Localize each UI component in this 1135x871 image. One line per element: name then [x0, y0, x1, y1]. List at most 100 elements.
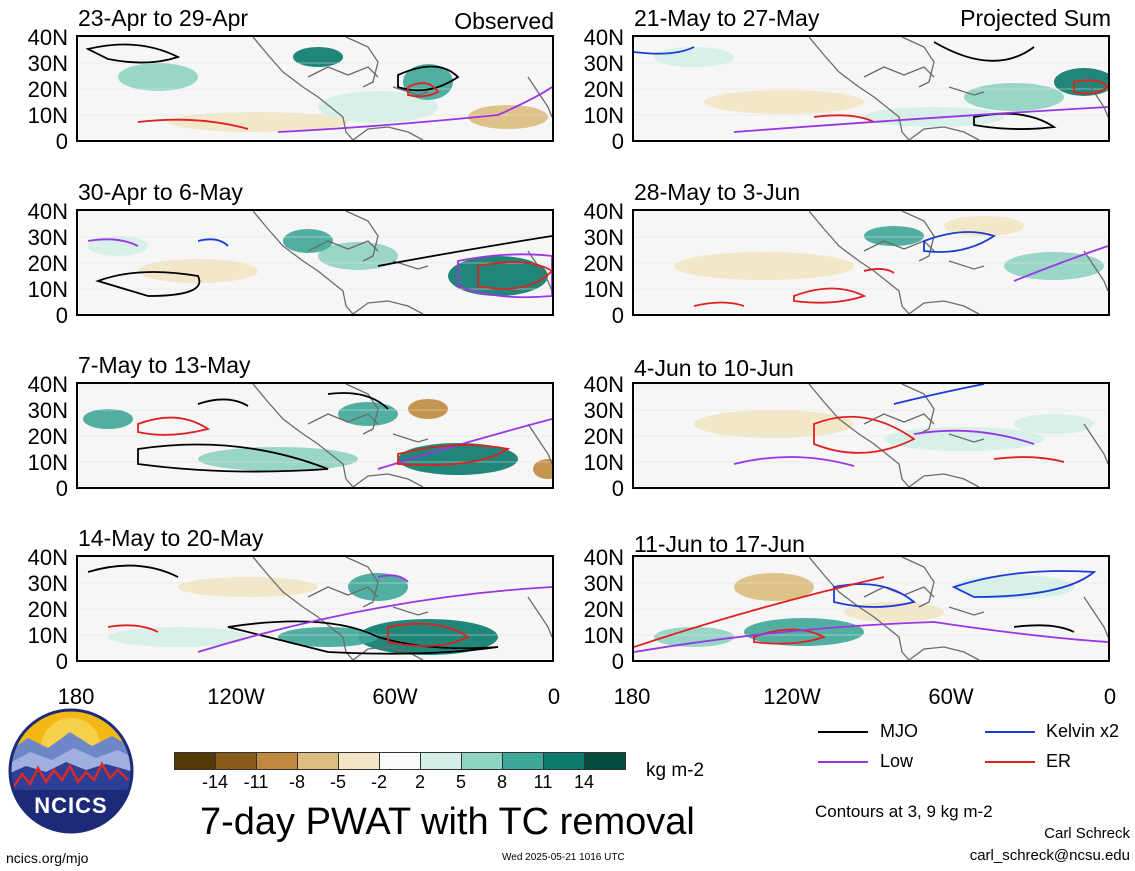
contour-line	[993, 456, 1065, 463]
contour-line	[753, 628, 827, 645]
map-panel-p7	[76, 555, 554, 662]
pwat-anomaly-shading	[168, 112, 348, 132]
pwat-anomaly-shading	[293, 47, 343, 67]
colorbar-label: 14	[573, 772, 595, 792]
contour-line	[397, 65, 460, 92]
footer-timestamp: Wed 2025-05-21 1016 UTC	[502, 852, 625, 863]
contour-line	[137, 118, 249, 130]
contour-line	[733, 456, 855, 467]
pwat-anomaly-shading	[744, 618, 864, 646]
contour-line	[327, 392, 389, 410]
contour-line	[923, 231, 997, 253]
y-label-row1-left-3: 10N	[27, 103, 68, 128]
y-label-row4-right-0: 40N	[583, 545, 624, 570]
panel-tag-projected: Projected Sum	[960, 5, 1111, 31]
pwat-anomaly-shading	[83, 409, 133, 429]
map-graphic	[634, 211, 1108, 314]
coastline	[901, 211, 935, 262]
x-label-180-right: 180	[613, 684, 651, 709]
colorbar-swatch	[420, 752, 462, 770]
y-label-row2-right-3: 10N	[583, 277, 624, 302]
pwat-anomaly-shading	[654, 47, 734, 67]
coastline	[527, 250, 552, 292]
panel-tag-observed: Observed	[454, 8, 554, 34]
pwat-anomaly-shading	[734, 573, 814, 601]
contour-line	[933, 41, 1035, 62]
pwat-anomaly-shading	[468, 105, 548, 129]
colorbar-label: -8	[288, 772, 305, 792]
y-label-row4-left-1: 30N	[27, 571, 68, 596]
y-label-row3-right-4: 0	[611, 476, 624, 501]
contour-line	[1013, 245, 1108, 282]
y-label-row3-right-0: 40N	[583, 372, 624, 397]
colorbar-swatch	[256, 752, 298, 770]
map-graphic	[78, 384, 552, 487]
map-graphic	[78, 211, 552, 314]
coastline	[908, 473, 980, 487]
panel-title-p1: 23-Apr to 29-Apr	[78, 5, 249, 31]
coastline	[901, 557, 935, 608]
pwat-anomaly-shading	[694, 410, 854, 438]
y-label-row4-right-4: 0	[611, 649, 624, 674]
coastline	[948, 260, 985, 270]
pwat-anomaly-shading	[198, 447, 358, 471]
pwat-anomaly-shading	[944, 216, 1024, 236]
colorbar-swatch	[379, 752, 421, 770]
pwat-anomaly-shading	[88, 236, 148, 256]
coastline	[345, 211, 379, 262]
map-graphic	[634, 557, 1108, 660]
coastline	[527, 596, 552, 638]
pwat-anomaly-shading	[108, 627, 248, 647]
y-label-row1-right-4: 0	[611, 129, 624, 154]
contour-line	[1013, 624, 1075, 633]
y-label-row4-right-2: 20N	[583, 597, 624, 622]
map-graphic	[78, 37, 552, 140]
contour-line	[863, 268, 895, 274]
footer-author: Carl Schreck	[1044, 825, 1130, 842]
y-label-row4-right-3: 10N	[583, 623, 624, 648]
pwat-anomaly-shading	[358, 619, 498, 655]
pwat-anomaly-shading	[533, 459, 552, 479]
coastline	[345, 557, 379, 608]
colorbar-label: 11	[533, 772, 553, 792]
y-label-row3-right-3: 10N	[583, 450, 624, 475]
map-panel-p1	[76, 35, 554, 142]
pwat-anomaly-shading	[704, 90, 864, 114]
x-label-0-right: 0	[1103, 684, 1117, 709]
coastline	[808, 557, 910, 660]
coastline	[863, 413, 935, 425]
panel-title-p2: 21-May to 27-May	[634, 5, 820, 31]
contour-line	[107, 624, 159, 633]
main-title: 7-day PWAT with TC removal	[200, 801, 695, 843]
panel-title-p7: 14-May to 20-May	[78, 525, 264, 551]
legend-kelvin-line	[985, 731, 1035, 733]
map-graphic	[634, 384, 1108, 487]
panel-title-p8: 11-Jun to 17-Jun	[634, 531, 805, 557]
contour-line	[477, 261, 552, 290]
contour-line	[137, 416, 211, 436]
coastline	[901, 37, 935, 88]
y-label-row3-left-4: 0	[55, 476, 68, 501]
colorbar-units: kg m-2	[646, 760, 705, 781]
coastline	[307, 586, 379, 598]
map-panel-p6	[632, 382, 1110, 489]
contour-line	[1073, 79, 1108, 95]
panel-title-p5: 7-May to 13-May	[78, 352, 251, 378]
contour-line	[197, 398, 249, 407]
panel-title-p3: 30-Apr to 6-May	[78, 179, 243, 205]
coastline	[863, 240, 935, 252]
coastline	[1083, 76, 1108, 118]
coastline	[307, 240, 379, 252]
y-label-row4-left-4: 0	[55, 649, 68, 674]
coastline	[352, 126, 424, 140]
coastline	[352, 473, 424, 487]
pwat-anomaly-shading	[283, 229, 333, 253]
contour-line	[397, 444, 511, 466]
contour-line	[813, 415, 916, 454]
colorbar-label: -14	[201, 772, 228, 792]
legend-kelvin-label: Kelvin x2	[1046, 721, 1120, 741]
legend-mjo-line	[818, 731, 868, 733]
coastline	[392, 606, 429, 616]
colorbar-swatch	[461, 752, 503, 770]
x-label-180-left: 180	[57, 684, 95, 709]
